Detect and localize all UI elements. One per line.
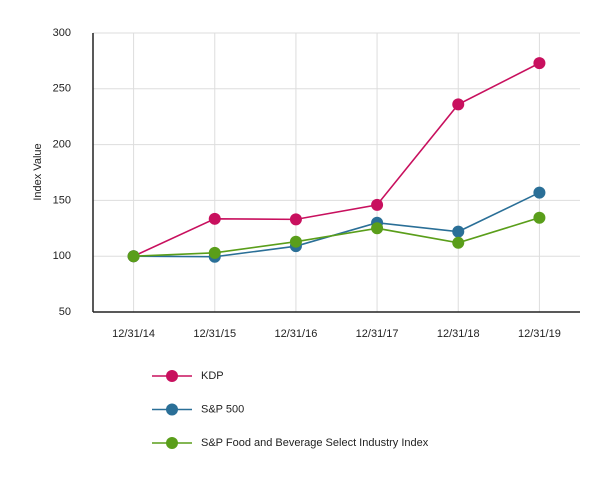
legend-marker bbox=[166, 370, 178, 382]
legend-label: KDP bbox=[201, 370, 224, 382]
series-line bbox=[133, 191, 540, 258]
y-tick-label: 50 bbox=[59, 306, 71, 318]
x-tick-label: 12/31/19 bbox=[518, 328, 561, 340]
data-point bbox=[452, 225, 465, 238]
data-point bbox=[533, 57, 546, 70]
data-point bbox=[289, 235, 302, 248]
y-tick-label: 250 bbox=[53, 83, 71, 95]
data-point bbox=[371, 222, 384, 235]
x-tick-label: 12/31/16 bbox=[275, 328, 318, 340]
y-tick-label: 150 bbox=[53, 194, 71, 206]
legend-marker bbox=[166, 403, 178, 416]
x-tick-label: 12/31/17 bbox=[356, 328, 399, 340]
x-tick-label: 12/31/15 bbox=[193, 328, 236, 340]
y-tick-label: 200 bbox=[53, 139, 71, 151]
data-point bbox=[533, 211, 546, 224]
data-point bbox=[533, 186, 546, 199]
data-point bbox=[289, 213, 302, 226]
data-point bbox=[452, 98, 465, 111]
y-axis-label: Index Value bbox=[32, 143, 44, 200]
x-tick-label: 12/31/18 bbox=[437, 328, 480, 340]
data-point bbox=[452, 236, 465, 249]
data-point bbox=[208, 246, 221, 259]
y-tick-label: 300 bbox=[53, 27, 71, 39]
legend-marker bbox=[166, 437, 178, 449]
legend-label: S&P 500 bbox=[201, 403, 244, 415]
series-line bbox=[133, 62, 540, 257]
y-tick-label: 100 bbox=[53, 250, 71, 262]
series-line bbox=[133, 216, 540, 257]
data-point bbox=[371, 198, 384, 211]
legend-label: S&P Food and Beverage Select Industry In… bbox=[201, 437, 429, 449]
x-tick-label: 12/31/14 bbox=[112, 328, 155, 340]
data-point bbox=[208, 212, 221, 225]
data-point bbox=[127, 250, 140, 263]
